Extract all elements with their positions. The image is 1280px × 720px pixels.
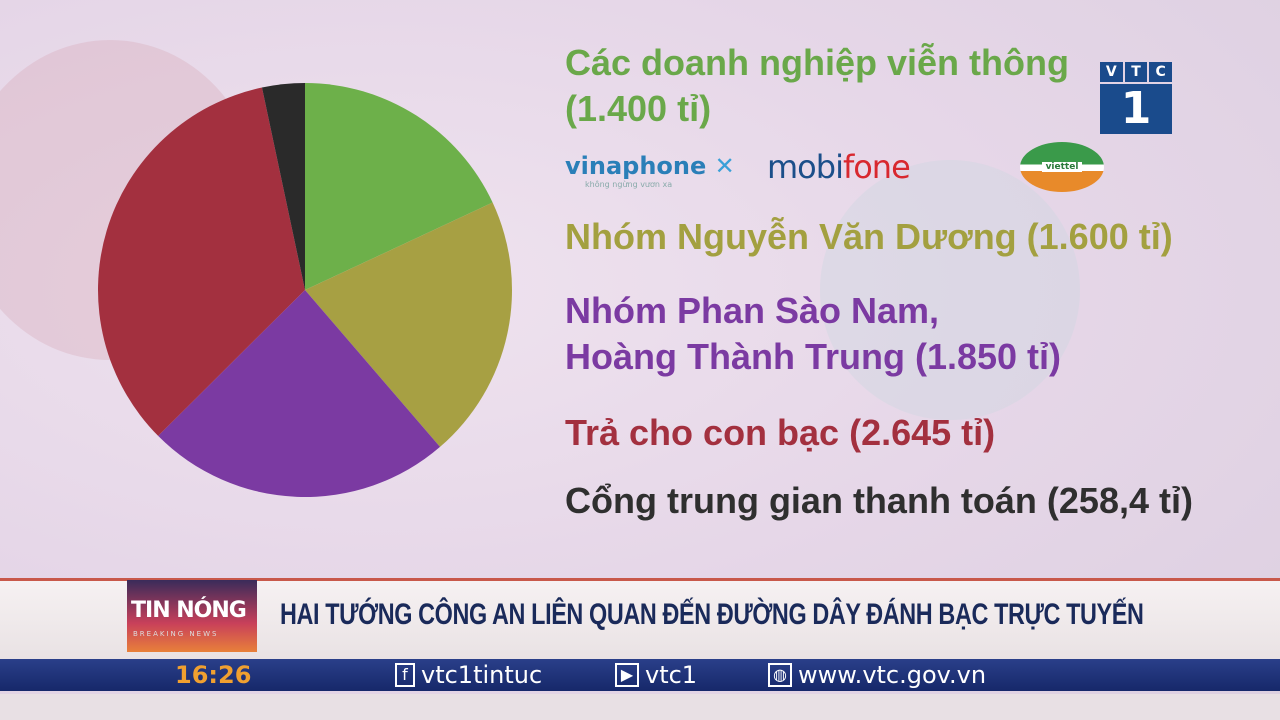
facebook-icon: f (395, 663, 415, 687)
legend-label: Hoàng Thành Trung (1.850 tỉ) (565, 336, 1062, 377)
pie-slice (305, 202, 512, 447)
legend-nguyen-van-duong: Nhóm Nguyễn Văn Dương (1.600 tỉ) (565, 214, 1173, 260)
legend-label: Các doanh nghiệp viễn thông (565, 42, 1069, 83)
telecom-logos: vinaphone ✕ không ngừng vươn xa mobifone … (565, 140, 1125, 210)
globe-icon: ◍ (768, 663, 792, 687)
viettel-logo: viettel (1020, 142, 1104, 192)
pie-chart (98, 83, 512, 497)
mobifone-logo: mobifone (767, 148, 911, 186)
background-blur (820, 160, 1080, 420)
pie-slice (98, 87, 306, 436)
legend-con-bac: Trả cho con bạc (2.645 tỉ) (565, 410, 995, 456)
legend-label: Nhóm Nguyễn Văn Dương (1.600 tỉ) (565, 216, 1173, 257)
legend-payment-gateway: Cổng trung gian thanh toán (258,4 tỉ) (565, 478, 1193, 524)
youtube-handle: ▶ vtc1 (615, 661, 697, 689)
legend-value: (1.400 tỉ) (565, 88, 712, 129)
facebook-handle: f vtc1tintuc (395, 661, 542, 689)
legend-telecom: Các doanh nghiệp viễn thông (1.400 tỉ) (565, 40, 1069, 132)
info-ticker: 16:26 f vtc1tintuc ▶ vtc1 ◍ www.vtc.gov.vn (0, 659, 1280, 691)
legend-phan-sao-nam: Nhóm Phan Sào Nam, Hoàng Thành Trung (1.… (565, 288, 1061, 380)
pie-slice (261, 83, 305, 290)
pie-slice (158, 290, 441, 497)
legend-label: Trả cho con bạc (2.645 tỉ) (565, 412, 996, 453)
pie-slice (305, 83, 493, 290)
legend-label: Nhóm Phan Sào Nam, (565, 290, 940, 331)
website: ◍ www.vtc.gov.vn (768, 661, 986, 689)
clock-time: 16:26 (175, 661, 252, 689)
lower-strip (0, 694, 1280, 720)
legend-label: Cổng trung gian thanh toán (258,4 tỉ) (565, 480, 1193, 521)
vinaphone-logo: vinaphone ✕ không ngừng vươn xa (565, 152, 735, 189)
youtube-icon: ▶ (615, 663, 639, 687)
headline-text: HAI TƯỚNG CÔNG AN LIÊN QUAN ĐẾN ĐƯỜNG DÂ… (280, 598, 1144, 631)
breaking-news-badge: TIN NÓNG BREAKING NEWS (127, 580, 257, 652)
